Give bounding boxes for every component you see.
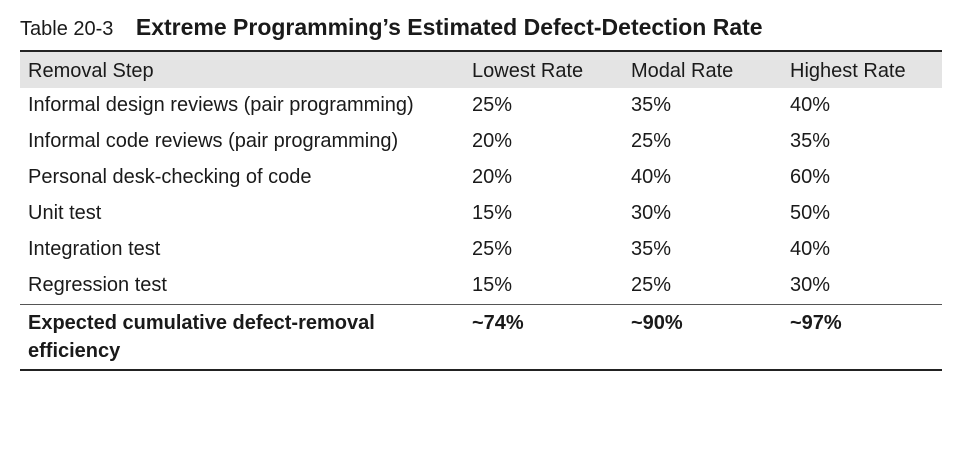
highest-rate-cell: 40% <box>790 94 831 116</box>
table-row: Unit test 15% 30% 50% <box>20 196 942 232</box>
table-footer: Expected cumulative defect-removal effic… <box>20 304 942 371</box>
removal-step-cell: Informal code reviews (pair programming) <box>28 130 399 152</box>
summary-row: Expected cumulative defect-removal effic… <box>20 304 942 371</box>
table-body: Informal design reviews (pair programmin… <box>20 88 942 305</box>
removal-step-cell: Regression test <box>28 274 167 296</box>
highest-rate-cell: 30% <box>790 274 831 296</box>
modal-rate-cell: 25% <box>631 130 672 152</box>
lowest-rate-cell: 20% <box>472 130 513 152</box>
summary-highest-cell: ~97% <box>782 304 942 371</box>
table-caption: Table 20-3 Extreme Programming’s Estimat… <box>20 12 763 42</box>
modal-rate-cell: 40% <box>631 166 672 188</box>
summary-lowest-cell: ~74% <box>464 304 623 371</box>
lowest-rate-cell: 15% <box>472 274 513 296</box>
modal-rate-cell: 25% <box>631 274 672 296</box>
table-header: Removal Step Lowest Rate Modal Rate High… <box>20 50 942 88</box>
removal-step-cell: Informal design reviews (pair programmin… <box>28 94 414 116</box>
removal-step-cell: Integration test <box>28 238 161 260</box>
highest-rate-cell: 50% <box>790 202 831 224</box>
removal-step-cell: Personal desk-checking of code <box>28 166 312 188</box>
table-number: Table 20-3 <box>20 18 114 40</box>
column-header-lowest-rate: Lowest Rate <box>464 50 623 88</box>
modal-rate-cell: 30% <box>631 202 672 224</box>
table-row: Informal design reviews (pair programmin… <box>20 88 942 124</box>
column-header-modal-rate: Modal Rate <box>623 50 782 88</box>
highest-rate-cell: 35% <box>790 130 831 152</box>
lowest-rate-cell: 25% <box>472 94 513 116</box>
table-row: Informal code reviews (pair programming)… <box>20 124 942 160</box>
table-row: Regression test 15% 25% 30% <box>20 268 942 305</box>
table-title: Extreme Programming’s Estimated Defect-D… <box>135 14 763 40</box>
summary-step-cell: Expected cumulative defect-removal effic… <box>20 304 464 371</box>
removal-step-cell: Unit test <box>28 202 102 224</box>
lowest-rate-cell: 20% <box>472 166 513 188</box>
defect-detection-table: Removal Step Lowest Rate Modal Rate High… <box>20 50 942 371</box>
lowest-rate-cell: 25% <box>472 238 513 260</box>
table-row: Personal desk-checking of code 20% 40% 6… <box>20 160 942 196</box>
header-row: Removal Step Lowest Rate Modal Rate High… <box>20 50 942 88</box>
summary-modal-cell: ~90% <box>623 304 782 371</box>
lowest-rate-cell: 15% <box>472 202 513 224</box>
column-header-highest-rate: Highest Rate <box>782 50 942 88</box>
modal-rate-cell: 35% <box>631 238 672 260</box>
highest-rate-cell: 60% <box>790 166 831 188</box>
modal-rate-cell: 35% <box>631 94 672 116</box>
column-header-removal-step: Removal Step <box>20 50 464 88</box>
table-row: Integration test 25% 35% 40% <box>20 232 942 268</box>
highest-rate-cell: 40% <box>790 238 831 260</box>
